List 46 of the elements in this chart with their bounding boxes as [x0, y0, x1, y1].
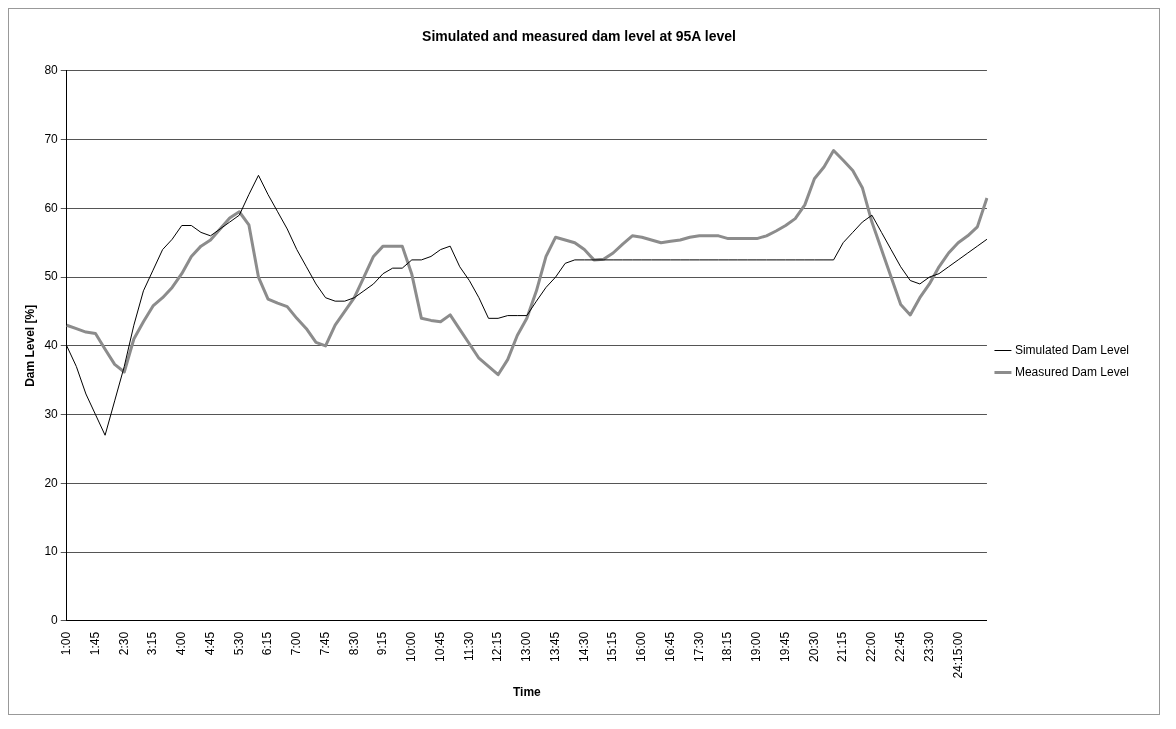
x-tick-label: 7:00: [289, 631, 304, 656]
y-axis-title: Dam Level [%]: [22, 304, 37, 387]
x-tick-label: 2:30: [116, 631, 131, 656]
y-tick-label: 30: [44, 406, 59, 421]
y-tick-label: 80: [44, 63, 59, 78]
x-tick-label: 16:00: [634, 631, 649, 662]
x-tick-label: 20:30: [806, 631, 821, 662]
x-tick-label: 9:15: [375, 631, 390, 656]
x-tick-label: 6:15: [260, 631, 275, 656]
y-tick-label: 50: [44, 269, 59, 284]
x-tick-label: 1:00: [59, 631, 74, 656]
x-tick-label: 19:45: [777, 631, 792, 662]
x-tick-label: 14:30: [576, 631, 591, 662]
x-tick-label: 23:30: [921, 631, 936, 662]
y-tick-label: 20: [44, 475, 59, 490]
x-tick-label: 12:15: [490, 631, 505, 662]
y-tick-label: 10: [44, 544, 59, 559]
x-axis-title: Time: [512, 685, 542, 700]
y-tick-label: 40: [44, 338, 59, 353]
x-tick-label: 4:00: [174, 631, 189, 656]
x-tick-label: 16:45: [662, 631, 677, 662]
y-tick-label: 60: [44, 200, 59, 215]
x-tick-label: 5:30: [231, 631, 246, 656]
x-tick-label: 24:15:00: [950, 631, 965, 679]
x-tick-label: 22:45: [892, 631, 907, 662]
x-tick-label: 1:45: [87, 631, 102, 656]
y-tick-label: 0: [51, 613, 59, 628]
x-tick-label: 13:00: [519, 631, 534, 662]
x-tick-label: 15:15: [605, 631, 620, 662]
x-tick-label: 3:15: [145, 631, 160, 656]
x-tick-label: 19:00: [749, 631, 764, 662]
x-tick-label: 10:00: [404, 631, 419, 662]
x-tick-label: 4:45: [202, 631, 217, 656]
x-tick-label: 10:45: [432, 631, 447, 662]
x-tick-label: 17:30: [691, 631, 706, 662]
legend-label: Measured Dam Level: [1014, 364, 1130, 379]
x-tick-label: 18:15: [720, 631, 735, 662]
x-tick-label: 21:15: [835, 631, 850, 662]
x-tick-label: 22:00: [864, 631, 879, 662]
y-tick-label: 70: [44, 131, 59, 146]
x-tick-label: 11:30: [461, 631, 476, 662]
x-tick-label: 13:45: [547, 631, 562, 662]
x-tick-label: 7:45: [317, 631, 332, 656]
x-tick-label: 8:30: [346, 631, 361, 656]
legend-label: Simulated Dam Level: [1014, 342, 1130, 357]
chart-title: Simulated and measured dam level at 95A level: [422, 28, 736, 45]
